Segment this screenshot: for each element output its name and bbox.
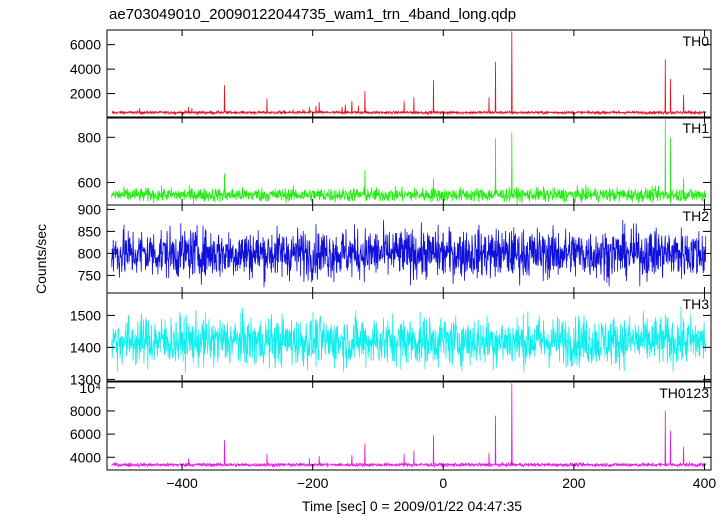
y-tick-label: 4000 <box>70 449 101 465</box>
chart-title: ae703049010_20090122044735_wam1_trn_4ban… <box>109 6 516 23</box>
x-tick-label: −200 <box>297 475 329 491</box>
series-line-th1 <box>111 119 707 205</box>
y-tick-label: 10⁴ <box>79 380 101 396</box>
y-tick-label: 1300 <box>70 371 101 387</box>
panel-th1: 600 800 TH1 <box>78 116 712 206</box>
y-tick-label: 900 <box>78 201 102 217</box>
y-axis-label: Counts/sec <box>33 224 49 294</box>
panel-label-th0123: TH0123 <box>659 385 709 401</box>
x-tick-label: 200 <box>562 475 586 491</box>
y-tick-label: 6000 <box>70 37 101 53</box>
y-tick-label: 1500 <box>70 307 101 323</box>
y-tick-label: 800 <box>78 129 102 145</box>
panel-th3: 1300 1400 1500 TH3 <box>70 292 712 387</box>
series-line-th0 <box>111 31 707 116</box>
series-line-th3 <box>111 306 707 374</box>
x-tick-label: 0 <box>439 475 447 491</box>
panel-frame <box>106 292 712 382</box>
y-tick-label: 750 <box>78 267 102 283</box>
y-tick-label: 800 <box>78 245 102 261</box>
x-tick-label: −400 <box>166 475 198 491</box>
x-axis-label: Time [sec] 0 = 2009/01/22 04:47:35 <box>302 498 522 514</box>
panel-frame <box>106 29 712 119</box>
panel-label-th2: TH2 <box>683 208 710 224</box>
panel-th0: 2000 4000 6000 TH0 <box>70 29 712 119</box>
panel-label-th3: TH3 <box>683 296 710 312</box>
y-tick-label: 2000 <box>70 86 101 102</box>
y-tick-label: 4000 <box>70 61 101 77</box>
y-tick-label: 850 <box>78 223 102 239</box>
y-tick-label: 600 <box>78 174 102 190</box>
panel-th0123: 4000 6000 8000 10⁴ TH0123 <box>70 380 712 471</box>
y-tick-label: 8000 <box>70 403 101 419</box>
panel-th2: 750 800 850 900 TH2 <box>78 201 712 294</box>
series-line-th2 <box>111 219 707 288</box>
panel-label-th0: TH0 <box>683 33 710 49</box>
y-tick-label: 6000 <box>70 426 101 442</box>
x-tick-label: 400 <box>693 475 717 491</box>
panel-label-th1: TH1 <box>683 120 710 136</box>
y-tick-label: 1400 <box>70 339 101 355</box>
series-line-th0123 <box>111 383 707 469</box>
panel-frame <box>106 381 712 471</box>
